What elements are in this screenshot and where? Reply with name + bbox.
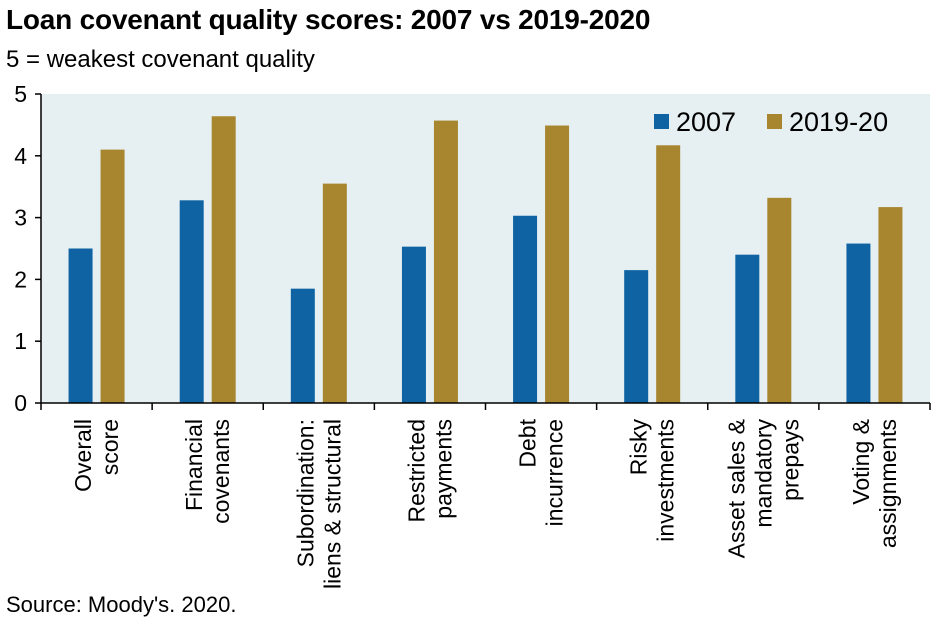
- bar-2019-20-6: [767, 197, 792, 403]
- bar-2019-20-7: [878, 207, 903, 403]
- bar-2007-2: [290, 288, 315, 403]
- bar-2019-20-2: [322, 183, 347, 403]
- x-category-label-line: mandatory: [750, 419, 776, 528]
- x-category-label-line: Subordination:: [292, 419, 318, 567]
- x-category-label-line: Asset sales &: [723, 419, 749, 558]
- bar-2007-5: [624, 270, 649, 403]
- y-tick-label: 4: [14, 143, 27, 169]
- x-category-label-line: investments: [653, 419, 679, 542]
- x-category-label-line: liens & structural: [319, 419, 345, 589]
- legend-label-2007: 2007: [676, 107, 736, 137]
- legend-label-2019-20: 2019-20: [789, 107, 888, 137]
- bar-2019-20-3: [433, 120, 458, 403]
- x-category-label: Risky investments: [626, 419, 679, 542]
- bar-2007-1: [179, 200, 204, 403]
- x-category-label-line: Risky: [626, 419, 652, 476]
- y-tick-label: 3: [14, 205, 27, 231]
- bar-2007-0: [68, 248, 93, 403]
- y-tick-label: 1: [14, 328, 27, 354]
- legend: 2007 2019-20: [654, 107, 888, 137]
- x-category-label: Voting & assignments: [848, 419, 901, 548]
- x-category-label: Subordination: liens & structural: [292, 419, 345, 589]
- x-category-label-line: Debt: [515, 418, 541, 467]
- x-category-label: Debt incurrence: [515, 418, 568, 526]
- x-category-label-line: covenants: [208, 419, 234, 524]
- bar-2007-7: [846, 243, 871, 403]
- x-category-label-line: Voting &: [848, 419, 874, 505]
- source-note: Source: Moody's. 2020.: [6, 592, 237, 617]
- x-category-label: Asset sales & mandatory prepays: [723, 419, 803, 559]
- x-category-label: Overall score: [70, 419, 123, 492]
- bar-2007-4: [513, 215, 538, 403]
- bar-2019-20-4: [545, 125, 570, 403]
- x-category-label-line: score: [97, 419, 123, 475]
- legend-swatch-2007: [654, 114, 669, 129]
- bar-2019-20-5: [656, 145, 681, 403]
- chart-subtitle: 5 = weakest covenant quality: [6, 46, 315, 73]
- x-category-label-line: assignments: [875, 419, 901, 548]
- bar-2019-20-1: [211, 116, 236, 404]
- x-category-label-line: Restricted: [403, 419, 429, 523]
- x-category-label: Restricted payments: [403, 419, 456, 523]
- x-category-label-line: payments: [430, 419, 456, 519]
- x-category-label-line: Overall: [70, 419, 96, 492]
- legend-swatch-2019-20: [767, 114, 782, 129]
- x-category-label-line: Financial: [181, 419, 207, 511]
- y-tick-label: 2: [14, 266, 27, 292]
- x-category-label-line: incurrence: [542, 419, 568, 526]
- y-tick-label: 0: [14, 390, 27, 416]
- bar-2007-3: [401, 246, 426, 403]
- x-category-label-line: prepays: [777, 419, 803, 501]
- bar-2019-20-0: [100, 149, 125, 403]
- chart-title: Loan covenant quality scores: 2007 vs 20…: [6, 4, 651, 35]
- x-category-label: Financial covenants: [181, 419, 234, 524]
- bar-2007-6: [735, 254, 760, 403]
- y-tick-label: 5: [14, 81, 27, 107]
- plot-area: [41, 94, 930, 403]
